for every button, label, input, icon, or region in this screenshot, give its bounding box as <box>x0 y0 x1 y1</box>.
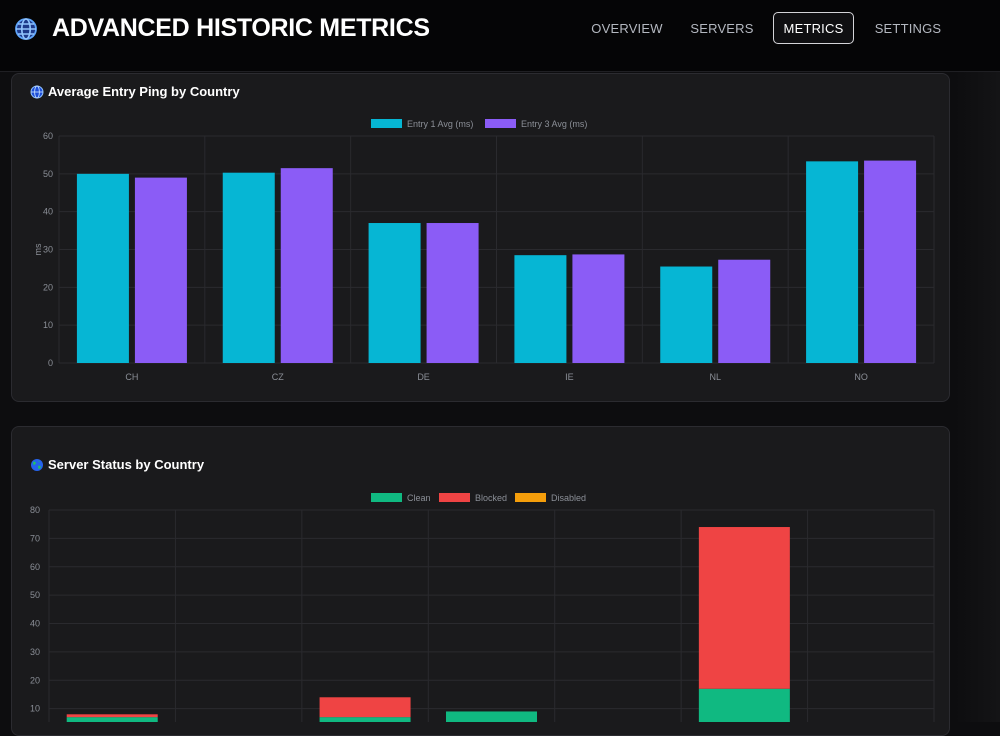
bar-ie-entry1 <box>514 255 567 363</box>
nav-overview[interactable]: OVERVIEW <box>591 21 663 36</box>
x-tick-label: CZ <box>272 372 284 382</box>
bar-cz-entry1 <box>222 172 275 363</box>
y-tick-label: 30 <box>30 647 40 657</box>
app-title: ADVANCED HISTORIC METRICS <box>52 14 430 42</box>
y-tick-label: 10 <box>30 704 40 714</box>
app-header: ADVANCED HISTORIC METRICS OVERVIEW SERVE… <box>0 0 1000 72</box>
legend-label: Disabled <box>551 493 586 503</box>
x-tick-label: NL <box>709 372 721 382</box>
status-chart-card: Server Status by Country <box>11 426 950 736</box>
y-tick-label: 80 <box>30 505 40 515</box>
stacked-bar-clean <box>446 711 537 722</box>
main-nav: OVERVIEW SERVERS METRICS SETTINGS <box>0 12 1000 46</box>
y-tick-label: 10 <box>43 320 53 330</box>
y-tick-label: 60 <box>43 131 53 141</box>
y-tick-label: 70 <box>30 533 40 543</box>
globe-icon <box>15 18 37 40</box>
legend-swatch <box>371 493 402 502</box>
x-tick-label: NO <box>854 372 868 382</box>
legend-label: Clean <box>407 493 431 503</box>
nav-settings[interactable]: SETTINGS <box>874 21 942 36</box>
y-tick-label: 0 <box>48 358 53 368</box>
stacked-bar-clean <box>698 688 790 722</box>
y-tick-label: 30 <box>43 245 53 255</box>
nav-servers[interactable]: SERVERS <box>690 21 754 36</box>
bar-ie-entry3 <box>572 254 625 363</box>
legend-label: Entry 1 Avg (ms) <box>407 119 473 129</box>
nav-metrics[interactable]: METRICS <box>773 12 854 44</box>
bar-de-entry3 <box>426 223 479 363</box>
bar-de-entry1 <box>368 223 421 363</box>
x-tick-label: CH <box>125 372 138 382</box>
legend-swatch <box>371 119 402 128</box>
page-gutter <box>955 72 1000 722</box>
stacked-bar-blocked <box>319 697 411 718</box>
stacked-bar-blocked <box>698 527 790 689</box>
y-tick-label: 50 <box>43 169 53 179</box>
earth-icon <box>31 459 43 471</box>
y-tick-label: 50 <box>30 590 40 600</box>
bar-cz-entry3 <box>280 168 333 363</box>
ping-chart: Entry 1 Avg (ms) Entry 3 Avg (ms) 0 10 20 30 4… <box>33 119 935 382</box>
legend-swatch <box>439 493 470 502</box>
ping-chart-title: Average Entry Ping by Country <box>48 84 240 99</box>
bar-ch-entry3 <box>134 177 187 363</box>
legend-label: Entry 3 Avg (ms) <box>521 119 587 129</box>
bar-no-entry3 <box>864 160 917 363</box>
y-tick-label: 20 <box>43 282 53 292</box>
bar-nl-entry3 <box>718 259 771 363</box>
bar-nl-entry1 <box>660 266 713 363</box>
stacked-bar-blocked <box>66 714 158 718</box>
bar-no-entry1 <box>806 161 859 363</box>
x-tick-label: DE <box>417 372 430 382</box>
y-axis-label: ms <box>33 243 43 255</box>
legend-swatch <box>515 493 546 502</box>
y-tick-label: 40 <box>43 207 53 217</box>
bar-ch-entry1 <box>76 173 129 363</box>
y-tick-label: 20 <box>30 675 40 685</box>
legend-swatch <box>485 119 516 128</box>
legend-label: Blocked <box>475 493 507 503</box>
x-tick-label: IE <box>565 372 574 382</box>
status-chart-title: Server Status by Country <box>48 457 205 472</box>
globe-icon <box>30 85 44 99</box>
status-chart: Clean Blocked Disabled 10 20 30 40 50 60 70 80 <box>30 493 935 722</box>
stacked-bar-clean <box>319 717 411 722</box>
y-tick-label: 40 <box>30 619 40 629</box>
stacked-bar-clean <box>66 717 158 722</box>
y-tick-label: 60 <box>30 562 40 572</box>
